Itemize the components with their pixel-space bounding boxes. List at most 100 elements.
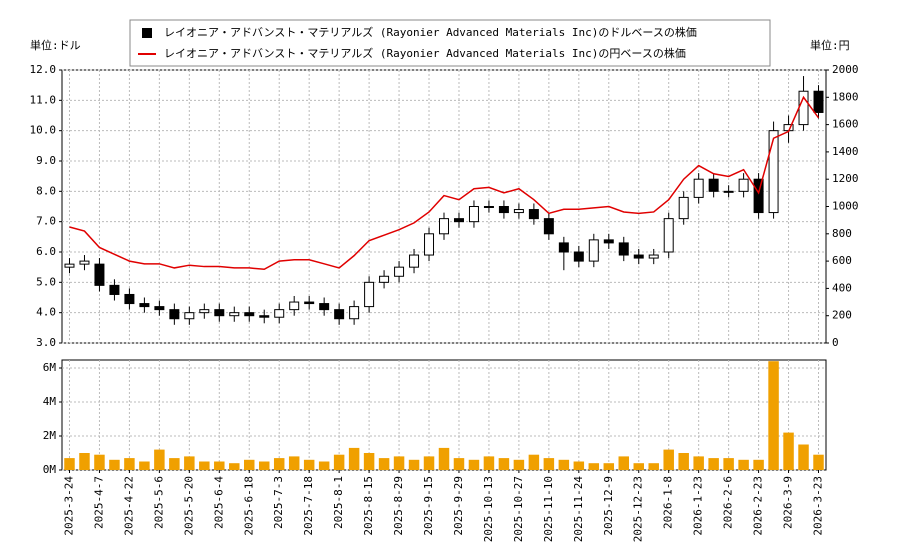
y-tick-label: 3.0 xyxy=(36,336,56,349)
volume-bar xyxy=(693,456,704,470)
candle-body xyxy=(663,218,674,253)
volume-bar xyxy=(64,458,75,470)
x-tick-label: 2025-3-24 xyxy=(62,476,75,536)
y-tick-label: 7.0 xyxy=(36,215,56,228)
y-tick-label: 0M xyxy=(43,463,57,476)
candle-body xyxy=(603,239,614,244)
candle-body xyxy=(633,254,644,259)
y-tick-label: 6M xyxy=(43,361,57,374)
volume-bar xyxy=(169,458,180,470)
y2-tick-label: 800 xyxy=(832,227,852,240)
volume-bar xyxy=(663,449,674,470)
candle-body xyxy=(124,293,135,305)
candle-body xyxy=(573,251,584,262)
price-frame xyxy=(61,69,827,344)
volume-bar xyxy=(139,461,150,470)
volume-bar xyxy=(678,452,689,470)
legend-label: レイオニア・アドバンスト・マテリアルズ (Rayonier Advanced M… xyxy=(164,25,697,39)
volume-bar xyxy=(768,361,779,470)
legend-swatch xyxy=(142,28,152,38)
candle-body xyxy=(64,263,75,268)
x-tick-label: 2025-9-15 xyxy=(422,476,435,536)
volume-bar xyxy=(94,454,105,470)
candle-body xyxy=(693,178,704,198)
candle-body xyxy=(154,306,165,311)
volume-bar xyxy=(124,458,135,470)
candle-body xyxy=(109,284,120,295)
volume-bar xyxy=(618,456,630,470)
volume-bar xyxy=(288,456,300,470)
candle-body xyxy=(498,206,509,214)
candle-body xyxy=(304,301,315,305)
x-tick-label: 2025-7-3 xyxy=(272,476,285,529)
candle-body xyxy=(558,242,569,253)
volume-bar xyxy=(303,459,315,470)
candle-body xyxy=(334,309,345,320)
volume-bar xyxy=(738,459,749,470)
x-tick-label: 2025-5-20 xyxy=(182,476,195,536)
y-unit-label: 単位:ドル xyxy=(30,38,81,52)
volume-bar xyxy=(393,456,405,470)
y-tick-label: 6.0 xyxy=(36,245,56,258)
candle-body xyxy=(753,178,764,214)
candle-body xyxy=(94,263,105,286)
x-tick-label: 2025-12-9 xyxy=(602,476,615,536)
y2-tick-label: 1200 xyxy=(832,172,859,185)
x-tick-label: 2025-8-1 xyxy=(332,476,345,529)
volume-bar xyxy=(633,463,644,470)
x-tick-label: 2025-4-7 xyxy=(92,476,105,529)
y2-tick-label: 2000 xyxy=(832,63,859,76)
legend-box xyxy=(129,19,771,67)
candle-body xyxy=(199,309,210,314)
y-tick-label: 4.0 xyxy=(36,306,56,319)
candle-body xyxy=(468,206,479,223)
candle-body xyxy=(738,178,749,192)
volume-bar xyxy=(154,449,165,470)
y-tick-label: 8.0 xyxy=(36,184,56,197)
candle-body xyxy=(439,218,449,235)
candle-body xyxy=(453,218,464,223)
candle-body xyxy=(319,303,330,311)
volume-bar xyxy=(348,447,360,470)
x-tick-label: 2026-2-6 xyxy=(722,476,735,529)
candle-body xyxy=(678,196,689,220)
y-tick-label: 11.0 xyxy=(30,93,57,106)
volume-bar xyxy=(558,459,570,470)
volume-bar xyxy=(184,456,195,470)
y-tick-label: 2M xyxy=(43,429,57,442)
volume-bar xyxy=(333,454,345,470)
y2-tick-label: 1400 xyxy=(832,145,859,158)
candle-body xyxy=(409,254,420,268)
x-tick-label: 2025-5-6 xyxy=(152,476,165,529)
x-tick-label: 2026-1-23 xyxy=(692,476,705,536)
candle-body xyxy=(394,266,405,277)
volume-bar xyxy=(408,459,420,470)
candle-body xyxy=(229,312,240,317)
volume-bar xyxy=(723,458,734,470)
candle-body xyxy=(214,309,225,317)
candle-body xyxy=(379,275,390,283)
volume-bar xyxy=(229,463,240,470)
x-tick-label: 2026-3-9 xyxy=(782,476,795,529)
volume-bar xyxy=(453,458,465,470)
x-tick-label: 2025-7-18 xyxy=(302,476,315,536)
y2-tick-label: 1600 xyxy=(832,118,859,131)
candle-body xyxy=(813,90,824,113)
volume-bar xyxy=(513,459,525,470)
volume-bar xyxy=(318,461,330,470)
volume-bar xyxy=(498,458,510,470)
candle-body xyxy=(543,218,554,235)
candle-body xyxy=(723,190,734,193)
candle-body xyxy=(184,312,195,320)
volume-bar xyxy=(753,459,764,470)
volume-bar xyxy=(199,461,210,470)
y-tick-label: 10.0 xyxy=(30,124,57,137)
yen-line xyxy=(69,95,820,271)
candle-body xyxy=(513,209,524,214)
volume-bar xyxy=(273,458,285,470)
volume-bar xyxy=(648,463,659,470)
candle-body xyxy=(364,281,375,308)
volume-bar xyxy=(258,461,270,470)
x-tick-label: 2026-2-23 xyxy=(752,476,765,536)
